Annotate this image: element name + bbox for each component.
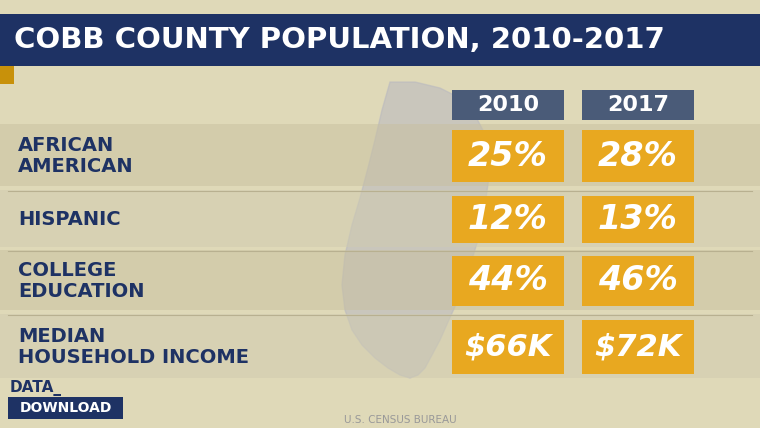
Text: DATA_: DATA_ bbox=[10, 380, 62, 396]
Text: 2017: 2017 bbox=[607, 95, 669, 115]
Text: AFRICAN
AMERICAN: AFRICAN AMERICAN bbox=[18, 136, 134, 176]
Text: DOWNLOAD: DOWNLOAD bbox=[19, 401, 112, 415]
FancyBboxPatch shape bbox=[8, 397, 123, 419]
FancyBboxPatch shape bbox=[582, 90, 694, 120]
Text: COBB COUNTY POPULATION, 2010-2017: COBB COUNTY POPULATION, 2010-2017 bbox=[14, 26, 665, 54]
Text: 44%: 44% bbox=[468, 265, 548, 297]
FancyBboxPatch shape bbox=[452, 256, 564, 306]
Text: 28%: 28% bbox=[598, 140, 678, 172]
FancyBboxPatch shape bbox=[0, 250, 760, 310]
Polygon shape bbox=[342, 82, 490, 378]
Text: $66K: $66K bbox=[464, 333, 552, 362]
FancyBboxPatch shape bbox=[0, 66, 14, 84]
FancyBboxPatch shape bbox=[452, 320, 564, 374]
Text: U.S. CENSUS BUREAU: U.S. CENSUS BUREAU bbox=[344, 415, 456, 425]
FancyBboxPatch shape bbox=[0, 14, 760, 66]
Text: $72K: $72K bbox=[594, 333, 682, 362]
Text: MEDIAN
HOUSEHOLD INCOME: MEDIAN HOUSEHOLD INCOME bbox=[18, 327, 249, 367]
FancyBboxPatch shape bbox=[452, 196, 564, 243]
Text: HISPANIC: HISPANIC bbox=[18, 210, 121, 229]
FancyBboxPatch shape bbox=[582, 256, 694, 306]
FancyBboxPatch shape bbox=[582, 130, 694, 182]
FancyBboxPatch shape bbox=[582, 320, 694, 374]
FancyBboxPatch shape bbox=[452, 90, 564, 120]
Text: 25%: 25% bbox=[468, 140, 548, 172]
Text: 2010: 2010 bbox=[477, 95, 539, 115]
Text: 46%: 46% bbox=[598, 265, 678, 297]
Text: 13%: 13% bbox=[598, 203, 678, 236]
FancyBboxPatch shape bbox=[0, 190, 760, 247]
Text: COLLEGE
EDUCATION: COLLEGE EDUCATION bbox=[18, 261, 144, 301]
FancyBboxPatch shape bbox=[582, 196, 694, 243]
FancyBboxPatch shape bbox=[452, 130, 564, 182]
FancyBboxPatch shape bbox=[0, 124, 760, 186]
FancyBboxPatch shape bbox=[0, 314, 760, 378]
Text: 12%: 12% bbox=[468, 203, 548, 236]
